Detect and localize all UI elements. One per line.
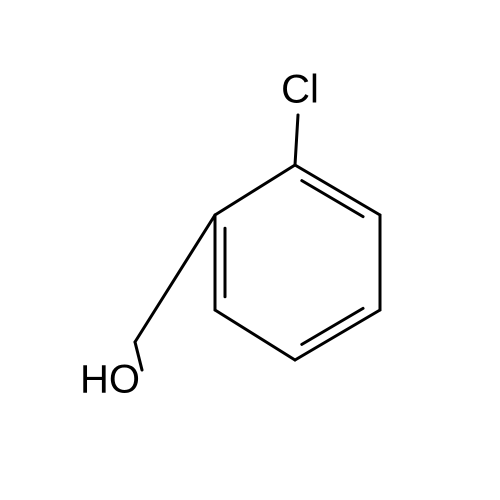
hydroxyl-label: HO <box>80 358 140 403</box>
bond-line <box>295 165 380 215</box>
bond-line <box>215 165 295 215</box>
bond-line <box>295 115 298 165</box>
bond-line <box>135 215 215 342</box>
bond-line <box>215 310 295 360</box>
molecule-canvas: Cl HO <box>0 0 500 500</box>
bond-layer <box>0 0 500 500</box>
chlorine-label: Cl <box>281 68 319 113</box>
bond-line <box>295 310 380 360</box>
